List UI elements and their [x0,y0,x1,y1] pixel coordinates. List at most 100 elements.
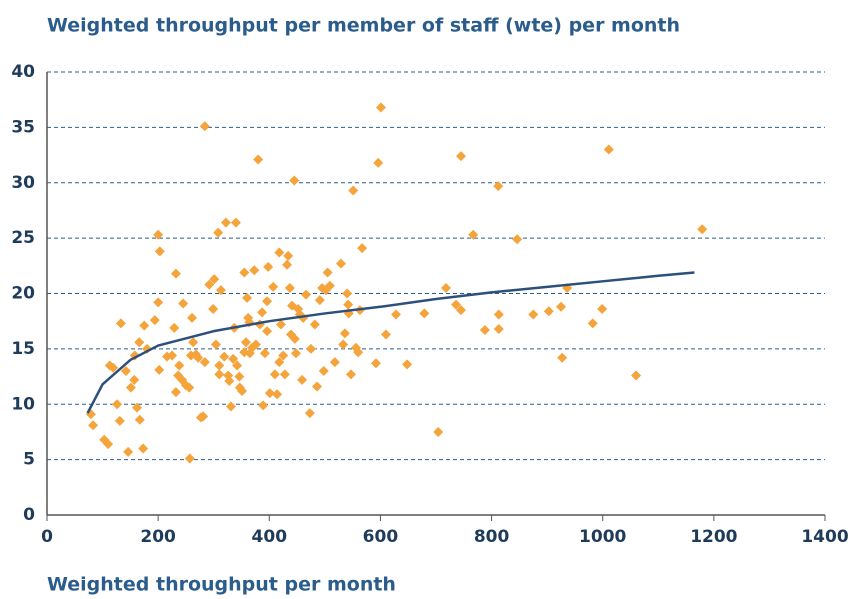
data-point [348,185,359,196]
data-point [373,157,384,168]
data-point [138,443,149,454]
data-point [290,348,301,359]
data-point [493,181,504,192]
data-point [597,304,608,315]
data-point [587,318,598,329]
y-tick-label: 20 [11,284,35,304]
data-point [556,301,567,312]
data-point [479,325,490,336]
data-point [214,369,225,380]
data-point [329,357,340,368]
data-point [250,339,261,350]
data-point [304,408,315,419]
data-point [230,217,241,228]
data-point [493,323,504,334]
data-point [419,308,430,319]
trend-line [86,271,695,414]
data-point [188,337,199,348]
data-point [214,360,225,371]
data-point [345,369,356,380]
data-point [239,267,250,278]
data-point [220,217,231,228]
data-point [289,175,300,186]
data-point [631,370,642,381]
data-point [257,307,268,318]
data-point [228,353,239,364]
data-point [114,415,125,426]
data-point [278,350,289,361]
x-tick-label: 1200 [690,527,737,547]
data-point [441,282,452,293]
chart-title: Weighted throughput per member of staff … [47,15,680,37]
data-point [305,343,316,354]
data-point [85,409,96,420]
data-point [275,319,286,330]
data-point [210,339,221,350]
data-point [199,121,210,132]
data-point [215,285,226,296]
data-point [557,352,568,363]
data-point [108,362,119,373]
data-point [343,299,354,310]
data-point [380,329,391,340]
data-point [237,385,248,396]
data-point [274,357,285,368]
data-point [456,151,467,162]
data-point [209,274,220,285]
data-point [242,292,253,303]
data-point [115,318,126,329]
y-tick-label: 0 [23,505,35,525]
data-point [468,229,479,240]
data-point [184,382,195,393]
data-point [154,246,165,257]
data-point [153,229,164,240]
data-point [338,339,349,350]
y-tick-label: 15 [11,339,35,359]
data-point [353,347,364,358]
data-point [153,297,164,308]
y-tick-label: 40 [11,62,35,82]
data-point [129,374,140,385]
data-point [167,350,178,361]
data-point [149,315,160,326]
data-point [357,243,368,254]
data-point [193,352,204,363]
data-point [284,282,295,293]
data-point [339,328,350,339]
data-point [322,267,333,278]
x-tick-label: 600 [363,527,399,547]
data-point [132,402,143,413]
y-tick-label: 30 [11,173,35,193]
data-point [697,224,708,235]
x-tick-label: 0 [41,527,53,547]
data-point [112,399,123,410]
data-point [219,351,230,362]
data-point [169,322,180,333]
data-point [232,360,243,371]
x-tick-label: 1000 [579,527,626,547]
data-point [103,439,114,450]
data-point [335,258,346,269]
data-point [512,234,523,245]
data-point [234,371,245,382]
data-point [451,299,462,310]
data-point [125,382,136,393]
x-tick-label: 200 [140,527,176,547]
data-point [199,357,210,368]
data-point [272,389,283,400]
data-point [402,359,413,370]
data-point [240,337,251,348]
data-point [139,320,150,331]
x-tick-label: 800 [474,527,510,547]
data-point [178,298,189,309]
data-point [262,296,273,307]
data-point [456,305,467,316]
data-point [120,366,131,377]
data-point [528,309,539,320]
data-point [198,411,209,422]
data-point [224,375,235,386]
data-point [283,250,294,261]
data-point [264,388,275,399]
